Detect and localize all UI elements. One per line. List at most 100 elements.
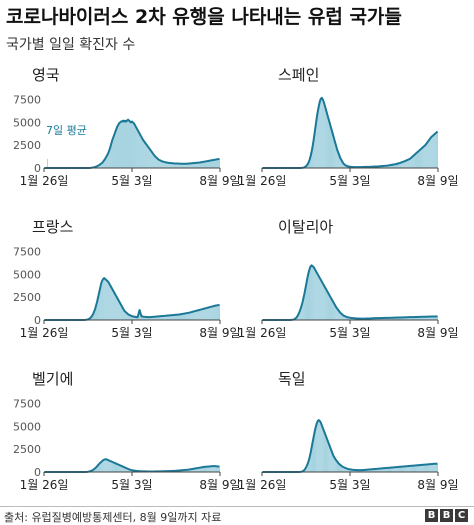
belgium-daily-bar: [93, 469, 95, 472]
y-tick-label: 5000: [13, 420, 41, 433]
spain-daily-bar: [383, 165, 385, 168]
spain-daily-bar: [401, 162, 403, 168]
uk-daily-bar: [179, 163, 181, 168]
spain-daily-bar: [316, 117, 318, 168]
uk-daily-bar: [148, 147, 150, 168]
belgium-daily-bar: [108, 460, 110, 472]
uk-daily-bar: [173, 163, 175, 168]
belgium-daily-bar: [101, 461, 103, 472]
uk-daily-bar: [143, 141, 145, 168]
x-tick-label: 1월 26일: [20, 174, 69, 188]
uk-daily-bar: [166, 162, 168, 168]
belgium-daily-bar: [109, 461, 111, 472]
uk-daily-bar: [178, 163, 180, 168]
germany-daily-bar: [434, 463, 436, 472]
italy-daily-bar: [430, 316, 432, 320]
panel-title-uk: 영국: [32, 66, 60, 84]
italy-daily-bar: [318, 276, 320, 320]
uk-daily-bar: [156, 157, 158, 168]
italy-daily-bar: [332, 301, 334, 320]
belgium-daily-bar: [97, 465, 99, 472]
italy-daily-bar: [299, 309, 301, 320]
germany-daily-bar: [370, 469, 372, 472]
germany-daily-bar: [386, 467, 388, 472]
x-tick-label: 5월 3일: [329, 478, 370, 492]
france-daily-bar: [139, 309, 140, 320]
spain-daily-bar: [406, 160, 408, 168]
germany-daily-bar: [436, 463, 438, 472]
spain-daily-bar: [332, 135, 334, 168]
uk-daily-bar: [130, 122, 132, 168]
france-daily-bar: [181, 313, 183, 320]
uk-daily-bar: [187, 163, 189, 168]
uk-daily-bar: [213, 159, 214, 168]
germany-daily-bar: [407, 466, 409, 472]
france-daily-bar: [212, 306, 214, 320]
y-tick-label: 2500: [13, 443, 41, 456]
spain-daily-bar: [328, 120, 330, 168]
france-daily-bar: [193, 311, 195, 320]
france-daily-bar: [158, 316, 160, 320]
france-daily-bar: [123, 310, 125, 320]
france-daily-bar: [179, 314, 181, 320]
italy-daily-bar: [297, 314, 299, 320]
germany-daily-bar: [321, 425, 323, 472]
uk-daily-bar: [126, 120, 128, 168]
germany-daily-bar: [422, 464, 424, 472]
spain-daily-bar: [313, 139, 315, 168]
uk-daily-bar: [162, 161, 164, 168]
germany-daily-bar: [392, 467, 394, 472]
france-daily-bar: [196, 310, 198, 320]
italy-daily-bar: [339, 312, 341, 320]
spain-daily-bar: [410, 157, 412, 168]
italy-daily-bar: [337, 309, 339, 320]
belgium-daily-bar: [213, 466, 215, 472]
belgium-daily-bar: [119, 465, 121, 472]
germany-daily-bar: [348, 469, 350, 472]
x-tick-label: 1월 26일: [238, 478, 287, 492]
y-tick-label: 0: [34, 314, 41, 327]
france-daily-bar: [159, 316, 161, 320]
belgium-daily-bar: [212, 466, 214, 472]
belgium-daily-bar: [103, 459, 105, 472]
italy-daily-bar: [316, 272, 318, 320]
belgium-daily-bar: [98, 463, 100, 472]
germany-daily-bar: [423, 464, 425, 472]
italy-daily-bar: [317, 274, 319, 320]
france-daily-bar: [133, 316, 134, 320]
france-daily-bar: [140, 313, 142, 320]
germany-daily-bar: [431, 463, 433, 472]
france-daily-bar: [185, 313, 187, 320]
france-daily-bar: [93, 311, 95, 320]
uk-daily-bar: [108, 150, 110, 168]
uk-daily-bar: [164, 162, 166, 168]
chart-title: 코로나바이러스 2차 유행을 나타내는 유럽 국가들: [6, 6, 402, 28]
spain-daily-bar: [389, 165, 391, 168]
germany-daily-bar: [332, 455, 334, 472]
spain-daily-bar: [338, 155, 340, 168]
uk-daily-bar: [133, 123, 135, 168]
spain-daily-bar: [421, 147, 423, 168]
uk-daily-bar: [132, 122, 134, 168]
belgium-daily-bar: [217, 466, 219, 472]
panel-title-germany: 독일: [278, 370, 306, 388]
france-daily-bar: [124, 311, 126, 320]
germany-daily-bar: [343, 467, 345, 472]
uk-daily-bar: [107, 153, 109, 168]
france-daily-bar: [208, 307, 210, 320]
france-daily-bar: [154, 316, 156, 320]
belgium-daily-bar: [123, 466, 125, 472]
uk-daily-bar: [121, 121, 123, 168]
belgium-daily-bar: [195, 468, 197, 472]
uk-daily-bar: [214, 159, 215, 168]
france-daily-bar: [145, 316, 147, 320]
panel-title-italy: 이탈리아: [278, 218, 334, 236]
france-daily-bar: [164, 315, 166, 320]
belgium-daily-bar: [113, 462, 115, 472]
belgium-daily-bar: [110, 461, 112, 472]
germany-daily-bar: [382, 468, 384, 472]
x-tick-label: 8월 9일: [199, 478, 240, 492]
germany-daily-bar: [323, 431, 325, 472]
germany-daily-bar: [415, 465, 417, 472]
germany-daily-bar: [418, 465, 420, 472]
